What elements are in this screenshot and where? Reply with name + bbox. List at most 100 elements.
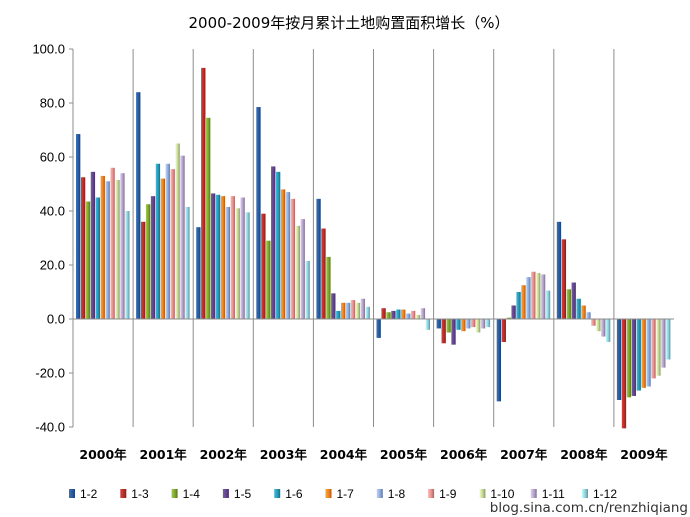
y-tick-label: 60.0: [40, 150, 65, 165]
bar-1-5-2: [150, 196, 156, 319]
y-tick-label: -40.0: [35, 420, 65, 435]
bar-1-5-5: [331, 293, 336, 319]
bar-1-11-10: [661, 319, 666, 368]
legend-label: 1-5: [234, 487, 252, 501]
bar-1-9-1: [110, 167, 115, 319]
y-tick-label: 100.0: [32, 42, 65, 57]
bar-1-3-8: [501, 319, 506, 342]
legend-swatch: [530, 489, 537, 498]
legend-swatch: [325, 489, 332, 498]
bar-1-11-7: [480, 319, 486, 329]
bar-1-10-5: [355, 302, 361, 319]
bar-1-6-5: [336, 310, 341, 319]
axes: [72, 49, 674, 427]
x-tick-label: 2001年: [140, 447, 188, 462]
legend-label: 1-11: [542, 487, 565, 501]
x-tick-label: 2002年: [200, 447, 248, 462]
watermark-text: blog.sina.com.cn/renzhiqiang: [490, 500, 688, 516]
bar-1-9-10: [651, 319, 656, 379]
bar-1-10-9: [596, 319, 601, 332]
bar-1-4-10: [626, 319, 632, 398]
bar-1-8-4: [285, 192, 291, 319]
bar-1-7-3: [220, 196, 226, 319]
legend-label: 1-8: [388, 487, 406, 501]
bar-1-4-5: [326, 256, 331, 319]
bar-1-3-5: [321, 228, 326, 319]
x-tick-label: 2004年: [320, 447, 368, 462]
bar-1-9-5: [350, 300, 356, 319]
y-axis-ticks: 100.0 80.0 60.0 40.0 20.0 0.0 -20.0 -40.0: [32, 42, 73, 435]
bar-1-11-3: [240, 197, 245, 319]
bar-1-5-4: [271, 166, 276, 319]
bar-1-9-4: [290, 198, 296, 319]
legend-swatch: [69, 489, 75, 498]
legend-swatch: [222, 489, 229, 498]
bar-1-3-1: [80, 177, 86, 319]
bar-1-7-10: [641, 319, 646, 388]
bar-1-6-9: [576, 298, 581, 319]
bar-1-7-8: [521, 285, 526, 319]
x-tick-label: 2008年: [560, 447, 608, 462]
bar-1-7-9: [581, 305, 586, 319]
bar-1-8-6: [406, 313, 411, 319]
bar-1-6-2: [155, 163, 161, 319]
legend-swatch: [376, 489, 383, 498]
legend-swatch: [274, 489, 281, 498]
bar-1-3-10: [621, 319, 627, 429]
y-tick-label: -20.0: [35, 366, 65, 381]
bar-1-4-9: [566, 289, 571, 319]
y-tick-label: 0.0: [47, 312, 65, 327]
legend-label: 1-7: [337, 487, 355, 501]
bar-1-9-8: [531, 271, 536, 319]
legend-label: 1-12: [593, 487, 617, 501]
bar-1-7-5: [340, 302, 346, 319]
bar-1-3-7: [441, 319, 446, 344]
y-tick-label: 80.0: [40, 96, 65, 111]
x-tick-label: 2003年: [260, 447, 308, 462]
bar-1-10-6: [415, 314, 421, 319]
category-separators: [132, 49, 615, 427]
bar-1-10-3: [235, 208, 240, 319]
bar-1-4-2: [145, 204, 151, 319]
bar-1-8-5: [345, 302, 351, 319]
bar-1-2-10: [616, 319, 622, 400]
legend-swatch: [120, 489, 127, 498]
bar-1-6-3: [215, 194, 221, 319]
bar-1-7-6: [401, 309, 406, 319]
x-tick-label: 2007年: [500, 447, 548, 462]
bar-1-9-6: [410, 310, 416, 319]
bar-1-2-1: [76, 134, 81, 319]
bar-1-10-7: [475, 319, 481, 333]
legend-label: 1-10: [490, 487, 514, 501]
bar-1-8-2: [165, 163, 170, 319]
bar-1-2-9: [556, 221, 562, 319]
bar-1-12-2: [185, 206, 190, 319]
bar-1-8-10: [646, 319, 651, 387]
bar-1-12-1: [125, 211, 130, 319]
bar-1-3-9: [561, 239, 567, 319]
bar-1-8-8: [526, 277, 531, 319]
bar-1-6-10: [636, 319, 641, 391]
bar-1-2-3: [196, 227, 201, 319]
bar-1-12-5: [365, 306, 370, 319]
bar-1-5-1: [90, 171, 96, 319]
bar-1-3-6: [381, 308, 386, 319]
bar-1-11-2: [180, 155, 185, 319]
bar-1-5-8: [511, 305, 516, 319]
bar-1-4-6: [386, 312, 391, 319]
legend-label: 1-3: [131, 487, 149, 501]
bar-1-11-5: [360, 298, 365, 319]
bar-1-5-10: [631, 319, 636, 396]
legend-swatch: [479, 489, 486, 498]
legend-swatch: [171, 489, 178, 498]
y-tick-label: 20.0: [40, 258, 65, 273]
bar-1-11-8: [540, 274, 546, 319]
bar-1-9-7: [471, 319, 476, 328]
bar-1-10-1: [115, 179, 120, 319]
bar-1-10-2: [175, 143, 180, 319]
bars-layer: [76, 67, 671, 429]
bar-1-6-7: [456, 319, 461, 330]
bar-1-11-9: [601, 319, 606, 337]
bar-1-8-3: [225, 206, 231, 319]
bar-1-8-9: [586, 312, 591, 319]
